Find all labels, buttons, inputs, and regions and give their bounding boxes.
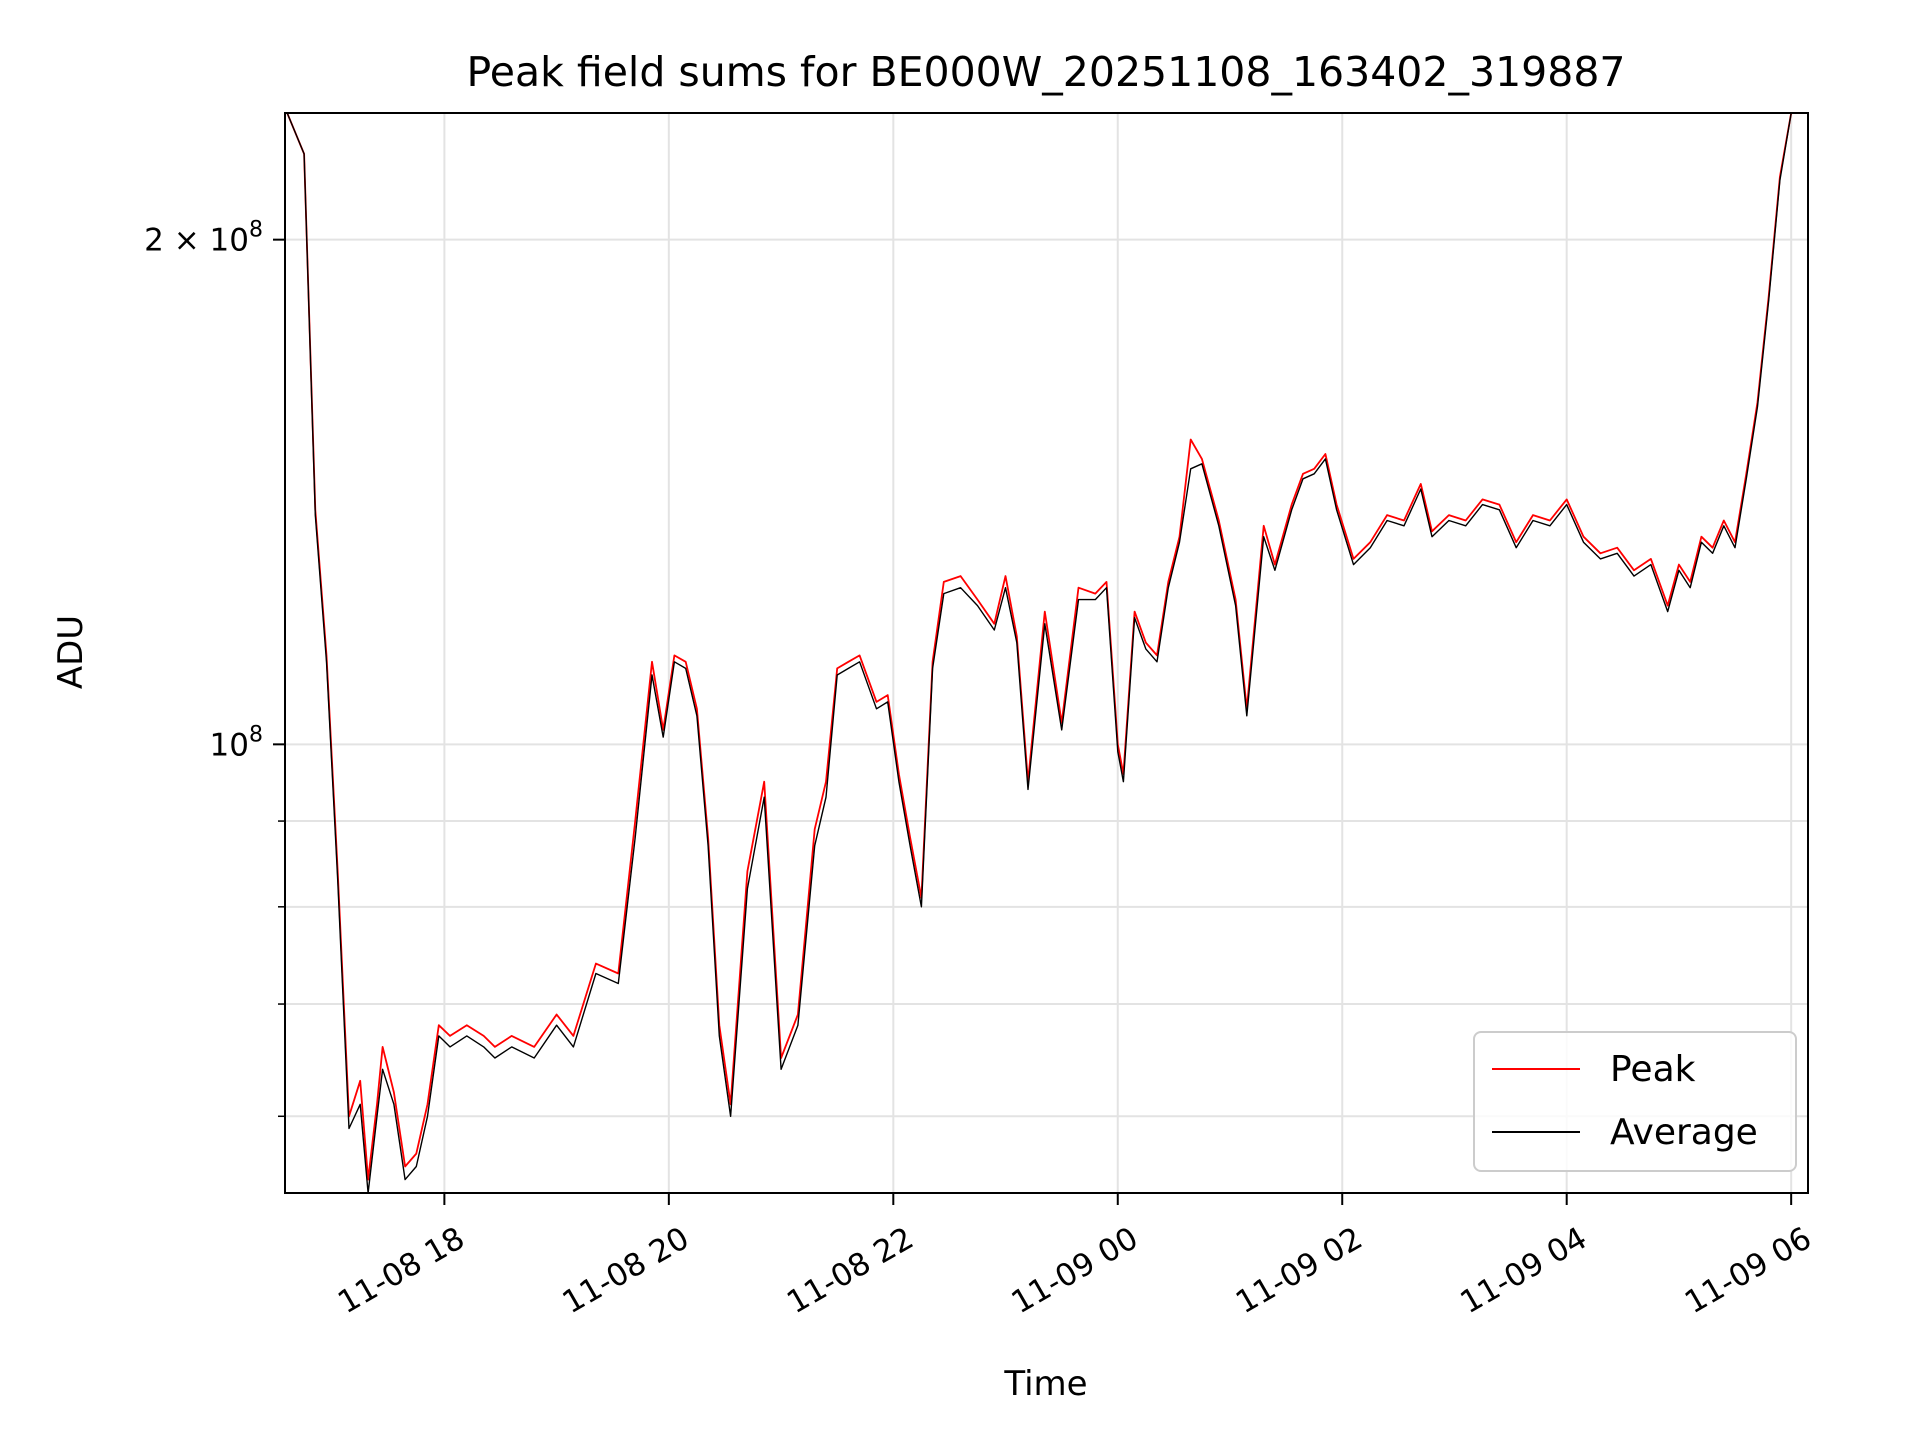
series-line-average (286, 113, 1792, 1193)
legend-average-label: Average (1610, 1112, 1758, 1153)
plot-frame (284, 112, 1809, 1194)
x-axis-label: Time (1003, 1364, 1087, 1404)
chart-title: Peak field sums for BE000W_20251108_1634… (466, 48, 1625, 96)
y-axis-label: ADU (51, 615, 91, 689)
y-tick-base: 10 (210, 727, 249, 763)
legend-box (1473, 1031, 1797, 1172)
y-tick-base: 2 × 10 (144, 223, 249, 259)
series-layer (286, 113, 1793, 1193)
y-tick-exponent: 8 (249, 218, 263, 243)
y-tick-label: 2 × 108 (144, 218, 263, 259)
legend-peak-label: Peak (1610, 1049, 1696, 1090)
y-tick-exponent: 8 (249, 722, 263, 747)
legend: Peak Average (1473, 1031, 1797, 1172)
y-tick-label: 108 (210, 722, 263, 763)
